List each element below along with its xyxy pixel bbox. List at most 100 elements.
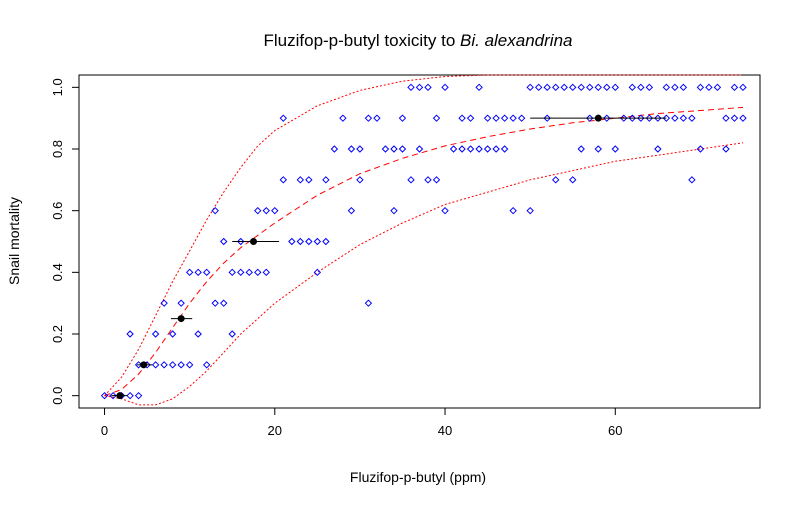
data-point — [398, 114, 407, 122]
data-point — [194, 330, 202, 338]
chart-title-species: Bi. alexandrina — [460, 31, 572, 50]
x-tick-label: 20 — [268, 423, 282, 438]
data-point — [475, 83, 483, 92]
data-point — [305, 176, 313, 184]
data-point — [500, 145, 509, 153]
data-point — [611, 83, 619, 92]
data-point — [202, 361, 211, 369]
data-point — [228, 330, 236, 338]
data-point — [202, 268, 211, 277]
data-point — [517, 114, 526, 122]
data-point — [603, 83, 611, 92]
data-point — [313, 237, 322, 246]
data-point — [679, 114, 688, 122]
data-point — [628, 83, 637, 92]
data-point — [177, 361, 185, 369]
estimate-point — [177, 315, 185, 323]
data-point — [594, 83, 602, 92]
lower-confidence-curve — [104, 142, 744, 406]
y-tick-label: 0.2 — [50, 325, 65, 343]
x-tick-label: 40 — [438, 423, 452, 438]
data-point — [645, 83, 654, 92]
data-point — [696, 145, 705, 153]
estimate-point — [250, 238, 258, 245]
data-point — [254, 206, 262, 215]
data-point — [237, 237, 245, 246]
data-point — [696, 83, 705, 92]
data-point — [671, 114, 679, 122]
data-point — [534, 83, 543, 92]
data-point — [560, 83, 568, 92]
data-point — [577, 145, 585, 153]
x-axis: 0 20 40 60 — [101, 407, 623, 438]
data-point — [194, 268, 202, 277]
data-point — [662, 83, 671, 92]
data-point — [577, 83, 585, 92]
y-tick-label: 1.0 — [50, 78, 65, 96]
fitted-curve — [104, 106, 744, 397]
data-point — [441, 83, 449, 92]
estimate-point — [116, 392, 124, 400]
data-point — [100, 391, 109, 400]
data-point — [220, 299, 228, 307]
data-point — [356, 176, 364, 184]
data-point — [364, 299, 373, 307]
data-point — [449, 145, 458, 153]
data-points — [100, 83, 747, 400]
data-point — [296, 176, 305, 184]
upper-confidence-curve — [104, 74, 743, 397]
data-point — [509, 206, 517, 215]
data-point — [611, 145, 619, 153]
data-point — [245, 268, 253, 277]
y-tick-label: 0.8 — [50, 140, 65, 158]
data-point — [390, 206, 398, 215]
data-point — [441, 206, 449, 215]
data-point — [739, 114, 747, 122]
data-point — [288, 237, 296, 246]
data-point — [466, 145, 475, 153]
data-point — [237, 268, 245, 277]
data-point — [211, 206, 219, 215]
data-point — [628, 114, 637, 122]
data-point — [220, 237, 228, 246]
data-point — [688, 176, 696, 184]
data-point — [458, 145, 466, 153]
data-point — [398, 145, 407, 153]
y-axis: 0.0 0.2 0.4 0.6 0.8 1.0 — [50, 78, 80, 405]
data-point — [543, 114, 551, 122]
data-point — [168, 361, 177, 369]
data-point — [322, 176, 330, 184]
x-tick-label: 60 — [608, 423, 622, 438]
data-point — [177, 299, 185, 307]
data-point — [424, 176, 432, 184]
data-point — [526, 83, 534, 92]
data-point — [551, 83, 560, 92]
data-point — [713, 83, 722, 92]
data-point — [160, 299, 168, 307]
data-point — [551, 176, 560, 184]
data-point — [151, 330, 160, 338]
data-point — [586, 114, 594, 122]
data-point — [330, 145, 339, 153]
data-point — [347, 145, 356, 153]
data-point — [126, 391, 134, 400]
plot-frame — [78, 74, 761, 409]
data-point — [722, 114, 730, 122]
data-point — [339, 114, 347, 122]
data-point — [509, 114, 517, 122]
data-point — [645, 114, 654, 122]
data-point — [211, 299, 219, 307]
data-point — [730, 114, 739, 122]
data-point — [347, 206, 356, 215]
data-point — [373, 114, 381, 122]
data-point — [705, 83, 713, 92]
data-point — [185, 361, 194, 369]
data-point — [569, 83, 577, 92]
data-point — [151, 361, 160, 369]
data-point — [500, 114, 509, 122]
data-point — [390, 145, 398, 153]
data-point — [424, 83, 432, 92]
data-point — [492, 114, 500, 122]
data-point — [432, 114, 441, 122]
